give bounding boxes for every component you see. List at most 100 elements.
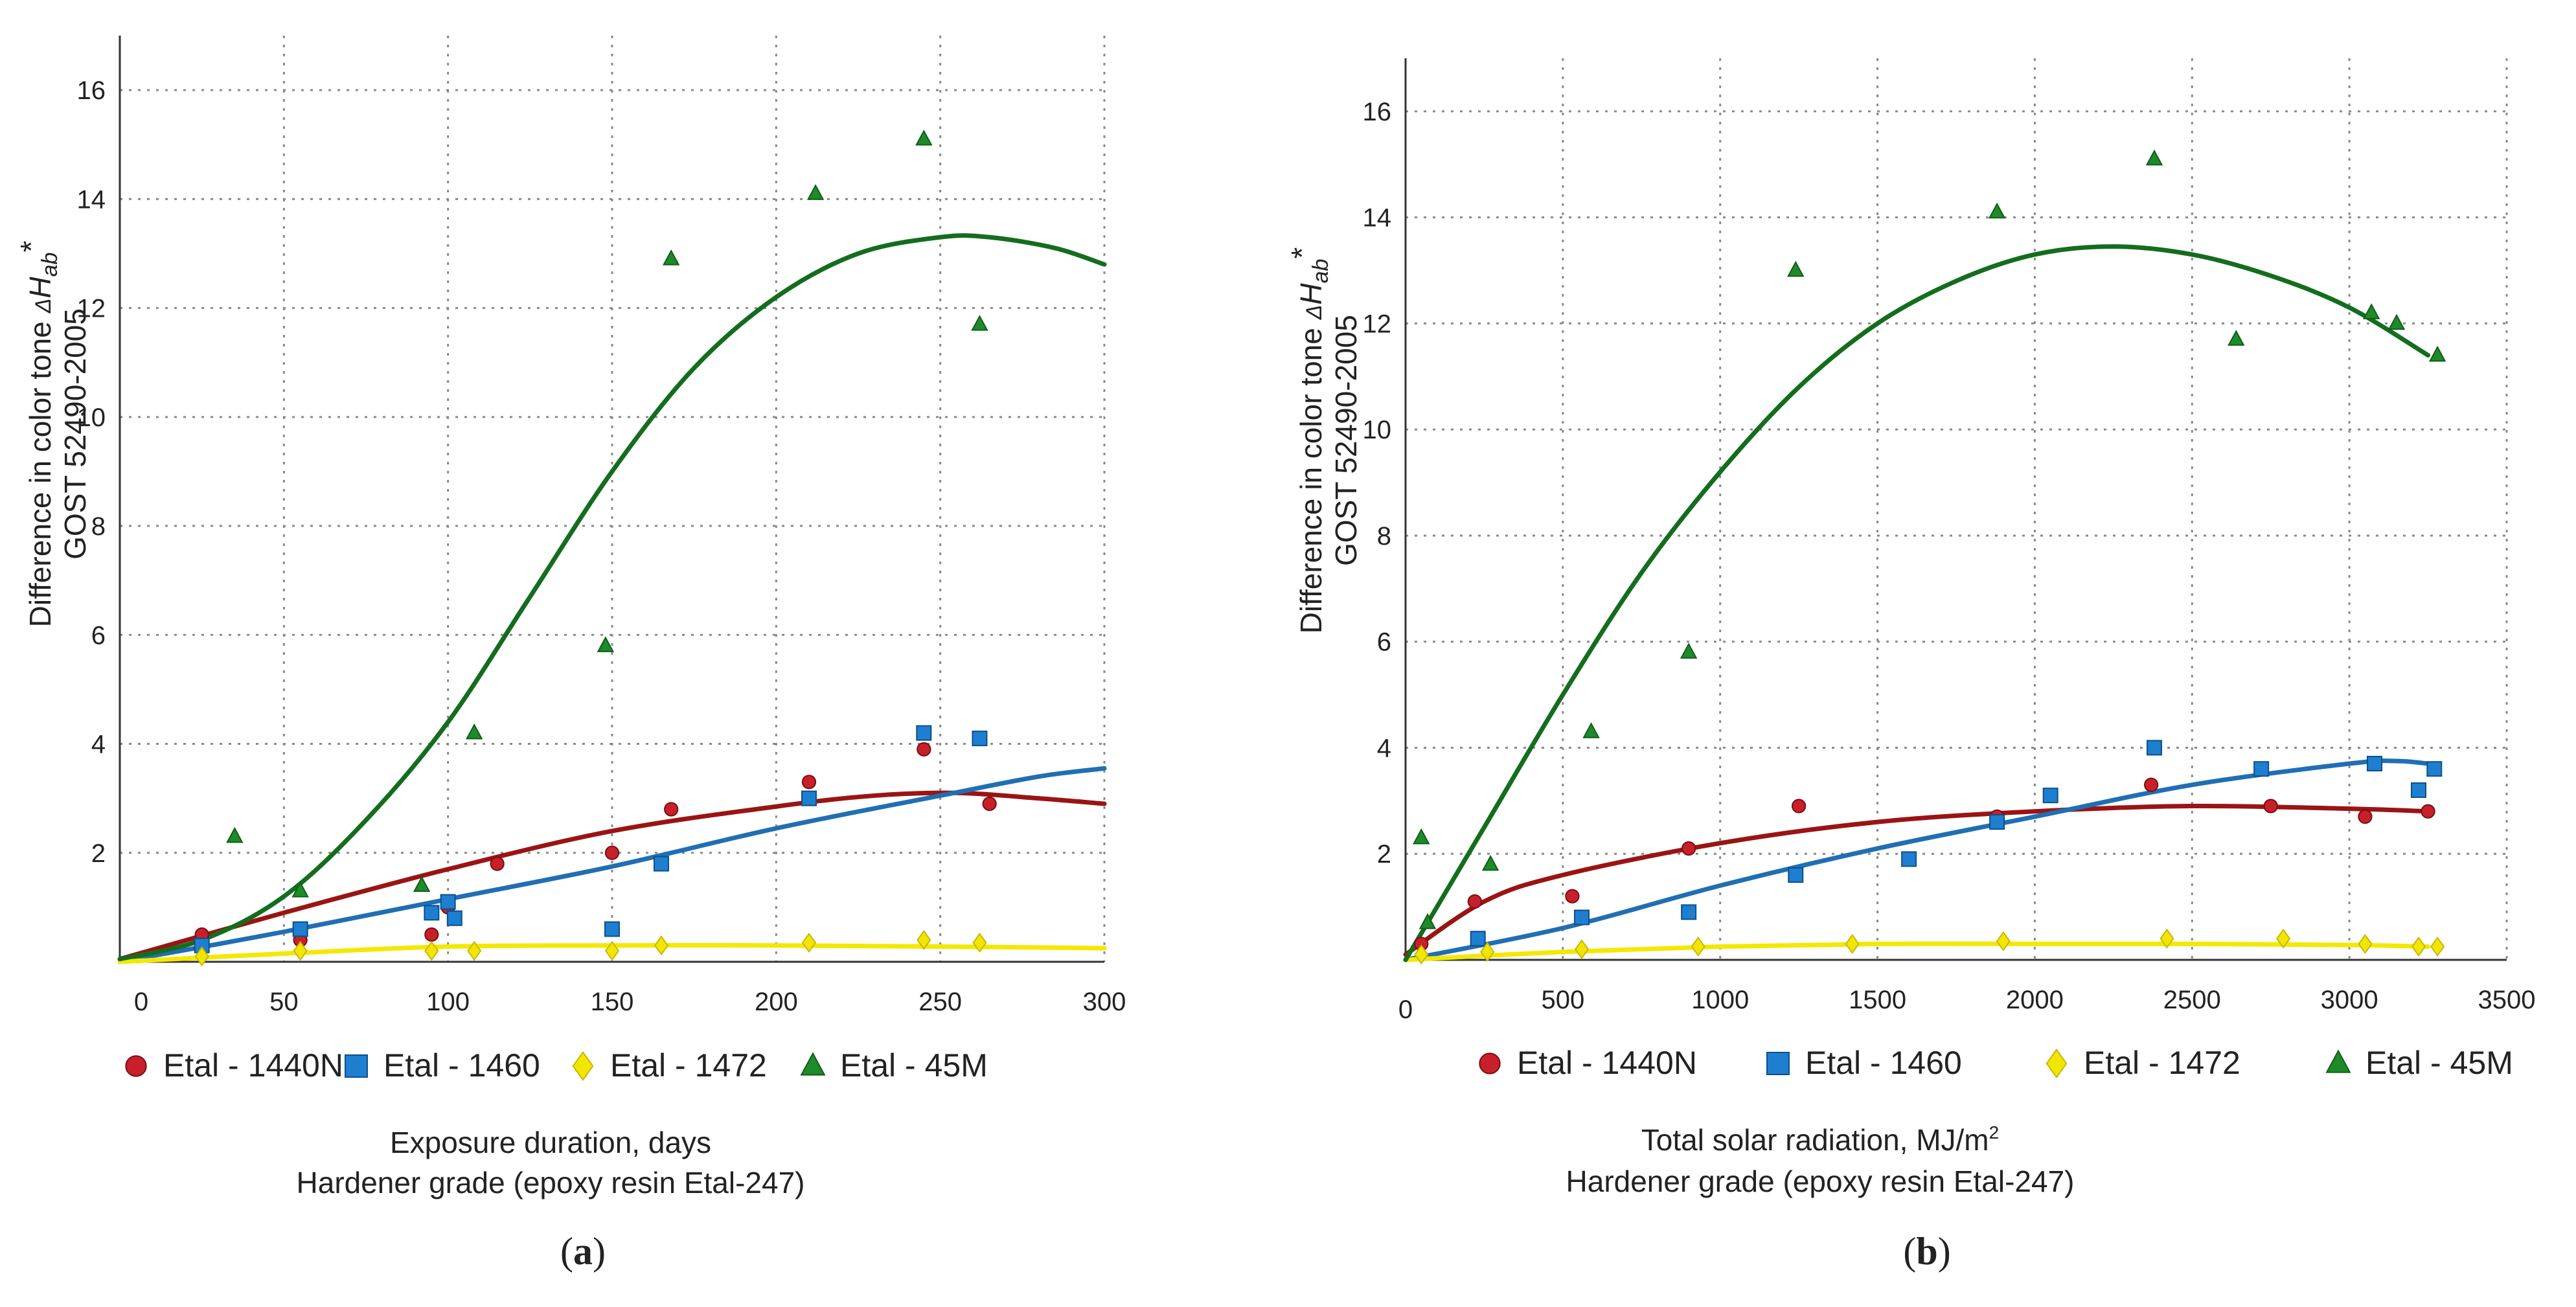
data-point-square [654,856,669,872]
x-axis-title-a-line1: Exposure duration, days [390,1126,711,1159]
x-axis-title-a-line2: Hardener grade (epoxy resin Etal-247) [297,1166,805,1199]
data-point-diamond [2160,928,2174,949]
data-point-triangle [2228,330,2245,346]
gridlines-b [1406,58,2508,960]
data-point-circle [2358,809,2373,824]
y-tick-labels-b: 2 4 6 8 10 12 14 16 [1363,98,1392,869]
x-tick-labels-b: 500 1000 1500 2000 2500 3000 3500 [1541,986,2535,1014]
data-point-square [801,790,817,806]
data-point-diamond [1996,931,2011,951]
data-point-diamond [1691,937,1705,957]
data-point-square [424,905,440,921]
legend-a: Etal - 1440N Etal - 1460 Etal - 1472 Etal -… [125,1047,988,1084]
data-point-circle [2144,777,2159,792]
legend-b: Etal - 1440N Etal - 1460 Etal - 1472 Etal -… [1479,1045,2513,1081]
data-points-a [194,130,997,967]
legend-marker-circle [1479,1052,1501,1074]
y-tick-label: 10 [77,403,106,432]
data-point-circle [801,775,817,790]
origin-label-a: 0 [134,988,148,1016]
data-point-circle [2421,804,2435,819]
x-tick-labels-a: 50 100 150 200 250 300 [269,988,1126,1016]
data-point-square [446,910,462,926]
data-point-square [2367,756,2382,772]
legend-marker-triangle [2325,1049,2351,1073]
data-point-square [440,894,456,910]
legend-label: Etal - 45M [2365,1045,2513,1081]
y-tick-label: 4 [91,731,106,759]
data-point-square [1574,909,1590,926]
data-point-triangle [1787,260,1805,277]
data-point-triangle [1413,828,1430,845]
data-point-diamond [2430,937,2445,957]
y-axis-title-a: Difference in color tone ΔHab* GOST 5249… [14,241,92,628]
data-point-square [2042,788,2058,804]
data-points-b [1413,149,2446,965]
trend-line-circle [117,790,1107,962]
trend-line-circle [1403,803,2431,957]
y-tick-label: 2 [91,839,106,868]
data-point-triangle [2428,345,2446,362]
x-tick-label: 500 [1541,986,1584,1014]
data-point-diamond [1845,933,1860,954]
chart-panel-b: 2 4 6 8 10 12 14 16 500 1000 1500 2000 2500 3000 3500… [1285,58,2535,1273]
y-axis-title-a-line1: Difference in color tone ΔHab* [14,241,62,628]
data-point-square [1470,931,1486,947]
caption-b: (b) [1903,1230,1950,1273]
x-tick-label: 300 [1083,988,1126,1016]
x-tick-label: 2500 [2163,986,2221,1014]
data-point-diamond [2358,933,2373,954]
legend-marker-diamond [2046,1049,2068,1078]
y-tick-label: 12 [1363,310,1392,338]
legend-marker-square [345,1054,368,1078]
trend-line-square [1403,758,2431,962]
gridlines-a [120,36,1106,962]
data-point-circle [2263,799,2278,813]
y-axis-title-b-line2: GOST 52490-2005 [1329,315,1363,566]
x-tick-label: 200 [755,988,798,1016]
data-point-diamond [293,940,308,961]
data-point-triangle [2362,303,2380,319]
trend-line-diamond [1403,941,2431,962]
x-tick-label: 1500 [1849,986,1906,1014]
data-point-triangle [1582,722,1600,738]
legend-marker-square [1766,1052,1790,1075]
data-point-circle [424,927,439,942]
trend-line-square [117,766,1107,964]
x-tick-label: 250 [918,988,962,1016]
data-point-diamond [194,946,209,967]
data-point-square [1788,867,1804,883]
data-point-diamond [801,933,817,953]
data-point-triangle [1988,202,2006,219]
legend-label: Etal - 1472 [610,1047,767,1084]
y-tick-label: 6 [91,621,106,650]
y-tick-label: 4 [1377,734,1391,762]
data-point-circle [1792,799,1807,813]
x-tick-label: 3000 [2321,986,2378,1014]
data-point-triangle [226,826,244,843]
x-axis-title-b-line2: Hardener grade (epoxy resin Etal-247) [1566,1165,2075,1198]
data-point-circle [604,845,620,860]
data-point-square [2253,761,2270,777]
data-point-triangle [465,723,483,740]
data-point-circle [490,856,505,871]
data-point-triangle [971,315,988,331]
data-point-diamond [1480,942,1495,962]
y-tick-labels-a: 2 4 6 8 10 12 14 16 [77,76,106,868]
y-tick-label: 10 [1363,416,1392,444]
legend-label: Etal - 1460 [383,1047,540,1084]
y-tick-label: 8 [1377,522,1391,551]
origin-label-b: 0 [1398,995,1413,1024]
data-point-square [2426,761,2443,777]
legend-label: Etal - 45M [840,1047,988,1084]
legend-marker-triangle [800,1052,826,1076]
data-point-triangle [1419,913,1437,929]
y-axis-title-b: Difference in color tone ΔHab* GOST 5249… [1285,247,1363,634]
trend-line-triangle [1403,244,2431,962]
data-point-diamond [467,940,482,961]
data-point-diamond [972,933,987,953]
x-tick-label: 100 [426,988,470,1016]
data-point-triangle [2145,149,2163,166]
data-point-square [972,731,988,747]
